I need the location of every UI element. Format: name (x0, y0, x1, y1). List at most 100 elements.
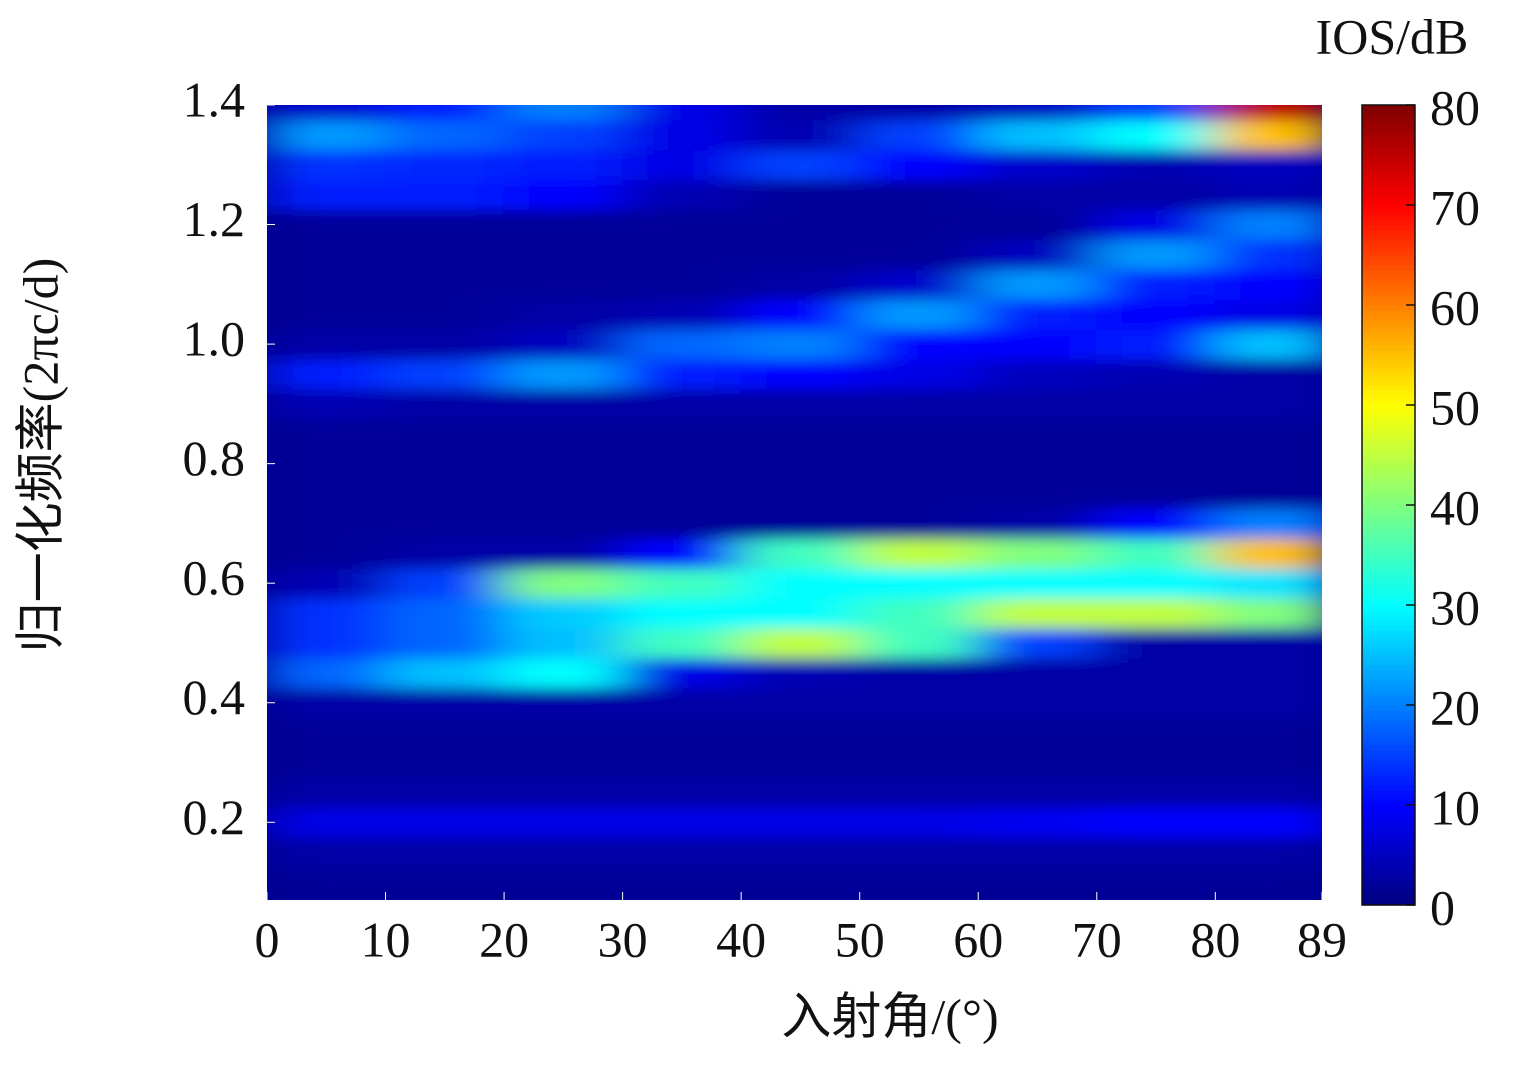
colorbar-step (1362, 295, 1415, 301)
colorbar-step (1362, 150, 1415, 156)
colorbar-step (1362, 810, 1415, 816)
heatmap-cell (503, 268, 624, 300)
colorbar-step (1362, 280, 1415, 286)
heatmap-cell (384, 866, 506, 898)
colorbar-step (1362, 575, 1415, 581)
heatmap-cell (1095, 836, 1217, 868)
heatmap-cell (1095, 597, 1217, 629)
heatmap-cell (858, 358, 980, 390)
colorbar-step (1362, 735, 1415, 741)
heatmap-cell (977, 418, 1098, 450)
heatmap-cell (1095, 328, 1217, 360)
heatmap-cell (1095, 418, 1217, 450)
heatmap-cell (1095, 806, 1217, 838)
colorbar-step (1362, 455, 1415, 461)
colorbar-step (1362, 310, 1415, 316)
heatmap-cell (267, 238, 387, 270)
heatmap-cell (1095, 298, 1217, 330)
heatmap-cell (503, 597, 624, 629)
heatmap-cell (740, 597, 861, 629)
heatmap-cell (384, 478, 506, 509)
colorbar-step (1362, 600, 1415, 606)
colorbar-step (1362, 220, 1415, 226)
colorbar-step (1362, 260, 1415, 266)
heatmap-cell (384, 328, 506, 360)
heatmap-cell (267, 298, 387, 330)
heatmap-cell (1095, 209, 1217, 240)
heatmap-cell (621, 209, 743, 240)
colorbar-step (1362, 235, 1415, 241)
colorbar-label: IOS/dB (1316, 8, 1469, 64)
x-tick-label: 70 (1072, 911, 1122, 967)
colorbar-step (1362, 840, 1415, 846)
heatmap-cell (977, 478, 1098, 509)
colorbar-step (1362, 550, 1415, 556)
heatmap-cell (621, 567, 743, 599)
colorbar-step (1362, 120, 1415, 126)
y-axis-label: 归一化频率(2πc/d) (12, 258, 68, 653)
colorbar-step (1362, 375, 1415, 381)
colorbar-step (1362, 125, 1415, 131)
heatmap-cell (503, 119, 624, 151)
heatmap-cell (503, 149, 624, 181)
heatmap-cell (1095, 507, 1217, 539)
heatmap-cell (384, 806, 506, 838)
heatmap-cell (977, 149, 1098, 181)
heatmap-cell (267, 567, 387, 599)
heatmap-cell (740, 448, 861, 480)
heatmap-cell (977, 448, 1098, 480)
heatmap-cell (1214, 806, 1322, 838)
heatmap-cell (267, 627, 387, 659)
heatmap-cell (1095, 119, 1217, 151)
colorbar-step (1362, 180, 1415, 186)
heatmap-cell (1095, 537, 1217, 569)
heatmap-cell (384, 836, 506, 868)
heatmap-cell (858, 268, 980, 300)
heatmap-cell (621, 418, 743, 450)
colorbar-tick-label: 40 (1430, 479, 1480, 535)
colorbar-step (1362, 270, 1415, 276)
heatmap-cell (267, 149, 387, 181)
heatmap-cell (740, 687, 861, 719)
heatmap-cell (858, 507, 980, 539)
heatmap-cell (621, 179, 743, 211)
heatmap-cell (267, 836, 387, 868)
heatmap-cell (977, 747, 1098, 778)
heatmap-cell (740, 418, 861, 450)
heatmap-cell (858, 478, 980, 509)
colorbar-step (1362, 265, 1415, 271)
heatmap-cell (977, 179, 1098, 211)
heatmap-cell (1214, 418, 1322, 450)
heatmap-cell (503, 448, 624, 480)
colorbar-step (1362, 480, 1415, 486)
heatmap-cell (740, 119, 861, 151)
heatmap-cell (621, 298, 743, 330)
colorbar-step (1362, 620, 1415, 626)
heatmap-cell (977, 268, 1098, 300)
colorbar-step (1362, 475, 1415, 481)
heatmap-cell (503, 776, 624, 808)
heatmap-cell (977, 836, 1098, 868)
colorbar-step (1362, 670, 1415, 676)
colorbar-step (1362, 580, 1415, 586)
colorbar-step (1362, 345, 1415, 351)
heatmap-cell (503, 567, 624, 599)
heatmap-cell (503, 836, 624, 868)
heatmap-cell (384, 298, 506, 330)
colorbar-step (1362, 105, 1415, 111)
heatmap-cell (740, 717, 861, 749)
heatmap-cell (267, 717, 387, 749)
heatmap-cell (977, 358, 1098, 390)
colorbar-step (1362, 250, 1415, 256)
heatmap-cell (384, 388, 506, 420)
heatmap-cell (858, 597, 980, 629)
colorbar-step (1362, 175, 1415, 181)
colorbar-step (1362, 665, 1415, 671)
heatmap-cell (740, 209, 861, 240)
heatmap-cell (621, 627, 743, 659)
heatmap-cell (858, 537, 980, 569)
heatmap-cell (503, 298, 624, 330)
heatmap-cell (503, 478, 624, 509)
heatmap-cell (384, 119, 506, 151)
colorbar-tick-label: 10 (1430, 779, 1480, 835)
